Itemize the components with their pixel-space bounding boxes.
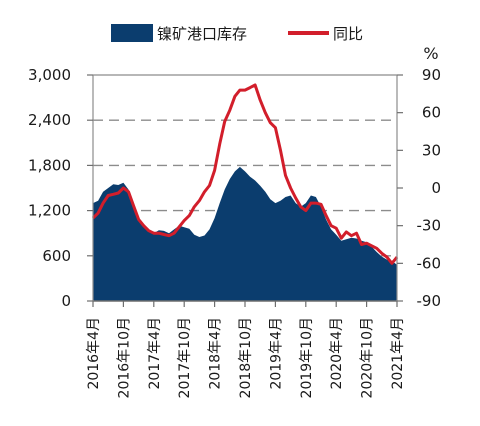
x-tick-label: 2016年10月 bbox=[116, 317, 132, 398]
legend-swatch-镍矿港口库存 bbox=[111, 24, 153, 42]
x-tick-label: 2020年4月 bbox=[329, 317, 345, 390]
x-tick-label: 2017年4月 bbox=[147, 317, 163, 390]
x-tick-label: 2018年10月 bbox=[238, 317, 254, 398]
x-tick-label: 2019年10月 bbox=[299, 317, 315, 398]
x-tick-label: 2020年10月 bbox=[360, 317, 376, 398]
y-right-tick-label: 90 bbox=[422, 66, 441, 84]
y-left-tick-label: 1,200 bbox=[28, 202, 71, 220]
x-tick-label: 2018年4月 bbox=[208, 317, 224, 390]
y-left-tick-label: 0 bbox=[61, 292, 71, 310]
x-tick-label: 2021年4月 bbox=[390, 317, 406, 390]
y-left-tick-label: 1,800 bbox=[28, 156, 71, 174]
y-right-tick-label: 30 bbox=[422, 141, 441, 159]
y-left-tick-label: 2,400 bbox=[28, 111, 71, 129]
y-right-tick-label: -90 bbox=[417, 292, 442, 310]
line-series-同比 bbox=[91, 83, 399, 265]
x-tick-label: 2019年4月 bbox=[268, 317, 284, 390]
y-right-tick-label: -30 bbox=[417, 217, 442, 235]
area-series-镍矿港口库存 bbox=[93, 166, 397, 301]
y-right-tick-label: 0 bbox=[431, 179, 441, 197]
x-tick-label: 2016年4月 bbox=[86, 317, 102, 390]
y-right-unit-label: % bbox=[423, 44, 438, 63]
y-left-tick-label: 3,000 bbox=[28, 66, 71, 84]
y-right-tick-label: -60 bbox=[417, 254, 442, 272]
y-left-tick-label: 600 bbox=[42, 247, 71, 265]
legend-label-同比: 同比 bbox=[333, 25, 363, 43]
y-right-tick-label: 60 bbox=[422, 104, 441, 122]
legend-label-镍矿港口库存: 镍矿港口库存 bbox=[157, 25, 247, 43]
x-tick-label: 2017年10月 bbox=[177, 317, 193, 398]
